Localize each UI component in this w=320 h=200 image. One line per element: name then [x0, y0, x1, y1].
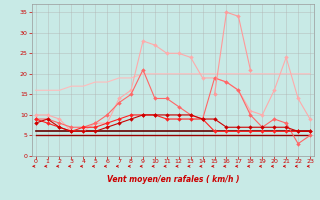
X-axis label: Vent moyen/en rafales ( km/h ): Vent moyen/en rafales ( km/h ): [107, 175, 239, 184]
